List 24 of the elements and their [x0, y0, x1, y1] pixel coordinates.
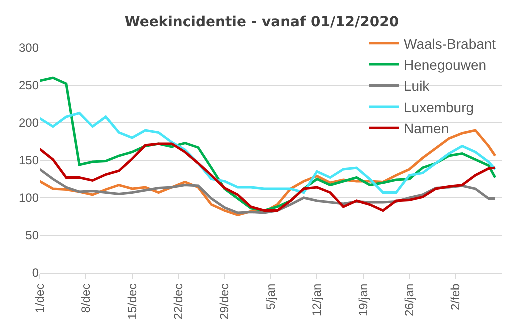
legend-label: Waals-Brabant: [404, 36, 496, 52]
y-tick-label: 0: [32, 266, 40, 280]
x-tick-label: 19/jan: [356, 284, 370, 317]
legend-label: Luik: [404, 78, 431, 94]
chart-title: Weekincidentie - vanaf 01/12/2020: [124, 14, 400, 30]
x-tick-label: 8/dec: [79, 284, 94, 314]
legend-label: Luxemburg: [404, 99, 474, 116]
y-tick-label: 300: [18, 41, 40, 56]
x-tick-label: 2/feb: [448, 283, 463, 311]
x-tick-label: 15/dec: [125, 284, 140, 320]
x-tick-label: 22/dec: [172, 284, 186, 320]
y-tick-label: 50: [26, 228, 40, 243]
y-tick-label: 100: [18, 191, 40, 206]
y-tick-label: 150: [18, 154, 40, 168]
legend-label: Namen: [404, 120, 450, 137]
y-tick-label: 250: [18, 78, 40, 93]
x-tick-label: 29/dec: [218, 284, 232, 320]
x-tick-label: 1/dec: [32, 284, 47, 314]
x-tick-label: 12/jan: [310, 284, 324, 317]
x-tick-label: 5/jan: [264, 284, 278, 310]
line-series: [40, 142, 497, 212]
x-tick-label: 26/jan: [402, 284, 416, 317]
legend-label: Henegouwen: [404, 57, 487, 74]
y-tick-label: 200: [18, 116, 40, 130]
